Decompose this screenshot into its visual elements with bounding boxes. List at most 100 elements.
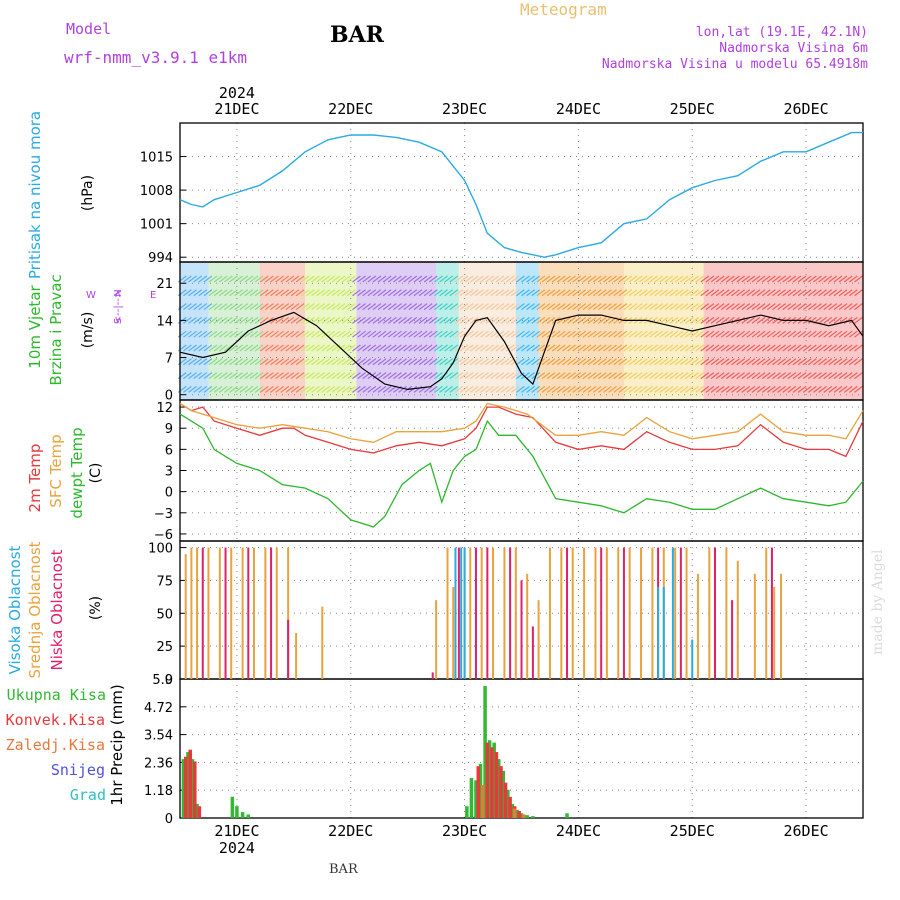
- wind-barb: [249, 289, 259, 297]
- wind-barb: [377, 316, 387, 324]
- wind-barb: [188, 372, 197, 380]
- wind-barb: [587, 303, 597, 311]
- wind-barb: [459, 358, 469, 366]
- wind-barb: [500, 344, 510, 352]
- wind-barb: [198, 358, 208, 366]
- wind-barb: [690, 344, 699, 352]
- wind-barb: [249, 385, 259, 393]
- wind-barb: [761, 344, 771, 352]
- wind-barb: [787, 303, 797, 311]
- wind-barb: [577, 358, 587, 366]
- wind-barb: [649, 330, 658, 338]
- wind-barb: [608, 330, 617, 338]
- wind-barb: [746, 275, 756, 283]
- wind-barb: [203, 303, 213, 311]
- wind-barb: [213, 275, 223, 283]
- wind-barb: [393, 289, 402, 297]
- wind-barb: [280, 372, 290, 380]
- location-label: lon,lat (19.1E, 42.1N): [695, 25, 868, 40]
- wind-barb: [305, 358, 315, 366]
- wind-barb: [193, 372, 203, 380]
- wind-barb: [300, 385, 310, 393]
- wind-barb: [644, 344, 653, 352]
- wind-barb: [449, 344, 459, 352]
- wind-barb: [285, 303, 295, 311]
- wind-barb: [556, 289, 566, 297]
- wind-barb: [218, 330, 228, 338]
- wind-barb: [398, 289, 407, 297]
- wind-barb: [587, 372, 597, 380]
- wind-barb: [239, 303, 249, 311]
- wind-barb: [393, 316, 402, 324]
- wind-barb: [705, 275, 715, 283]
- wind-barb: [587, 358, 597, 366]
- wind-barb: [418, 330, 428, 338]
- wind-barb: [838, 344, 848, 352]
- wind-barb: [526, 316, 535, 324]
- wind-barb: [331, 303, 341, 311]
- wind-barb: [731, 344, 740, 352]
- wind-barb: [567, 372, 576, 380]
- wind-barb: [203, 372, 213, 380]
- wind-barb: [761, 275, 771, 283]
- wind-barb: [495, 344, 505, 352]
- wind-barb: [454, 385, 464, 393]
- wind-barb: [797, 358, 807, 366]
- wind-barb: [449, 372, 459, 380]
- wind-barb: [500, 358, 510, 366]
- model-name: wrf-nmm_v3.9.1 e1km: [64, 48, 248, 67]
- wind-barb: [275, 330, 284, 338]
- wind-barb: [782, 289, 792, 297]
- bar-cloud_low: [509, 547, 512, 679]
- wind-barb: [239, 358, 249, 366]
- wind-barb: [454, 303, 464, 311]
- wind-barb: [372, 303, 382, 311]
- panel-frame-pressure: [179, 122, 864, 263]
- bar-precip_conv: [485, 742, 490, 818]
- bar-precip_total: [465, 806, 469, 818]
- wind-barb: [372, 385, 382, 393]
- wind-barb: [434, 289, 443, 297]
- series-line-temp_sfc: [179, 402, 864, 443]
- wind-barb: [331, 275, 341, 283]
- y-unit-wind: (m/s): [80, 312, 96, 349]
- wind-barb: [638, 358, 648, 366]
- wind-barb: [854, 330, 863, 338]
- wind-barb: [249, 275, 259, 283]
- bar-cloud_mid: [780, 573, 783, 679]
- wind-barb: [346, 275, 356, 283]
- wind-barb: [802, 289, 812, 297]
- wind-barb: [756, 303, 766, 311]
- wind-barb: [300, 344, 310, 352]
- wind-barb: [638, 372, 648, 380]
- wind-barb: [848, 330, 858, 338]
- wind-barb: [454, 330, 464, 338]
- wind-barb: [782, 330, 792, 338]
- wind-barb: [828, 344, 838, 352]
- wind-barb: [254, 275, 264, 283]
- wind-barb: [305, 303, 315, 311]
- wind-barb: [203, 289, 213, 297]
- wind-barb: [772, 344, 781, 352]
- wind-barb: [193, 330, 203, 338]
- wind-barb: [352, 372, 361, 380]
- wind-barb: [193, 385, 203, 393]
- wind-barb: [659, 385, 669, 393]
- wind-barb: [229, 358, 238, 366]
- wind-barb: [526, 372, 535, 380]
- bar-cloud_mid: [446, 547, 449, 679]
- bar-cloud_mid: [674, 547, 677, 679]
- wind-barb: [428, 372, 438, 380]
- wind-barb: [582, 303, 592, 311]
- wind-barb: [387, 275, 397, 283]
- wind-barb: [633, 358, 643, 366]
- wind-barb: [623, 289, 633, 297]
- wind-barb: [264, 303, 274, 311]
- wind-barb: [577, 316, 587, 324]
- wind-barb: [387, 316, 397, 324]
- wind-barb: [603, 344, 612, 352]
- wind-barb: [597, 330, 607, 338]
- wind-barb: [715, 303, 725, 311]
- y-label-precip: 1hr Precip (mm): [108, 684, 126, 805]
- wind-barb: [454, 316, 464, 324]
